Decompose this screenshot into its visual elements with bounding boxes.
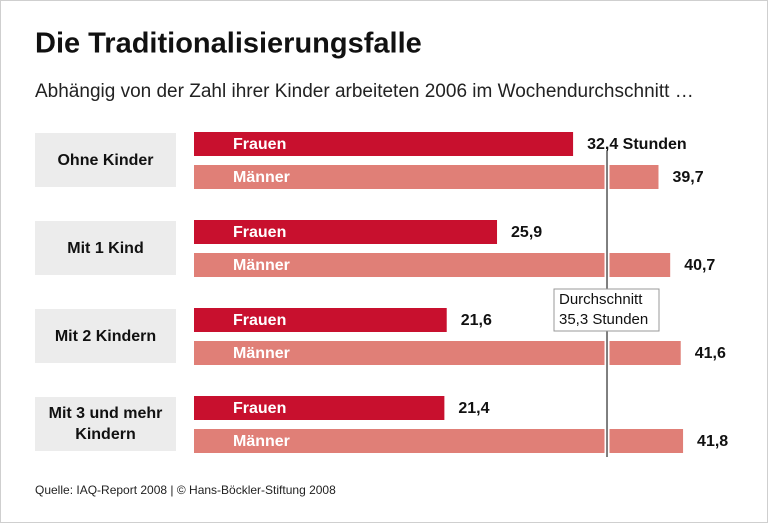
- series-label: Männer: [233, 433, 290, 450]
- value-label: 41,6: [695, 345, 726, 362]
- value-label: 32,4 Stunden: [587, 136, 687, 153]
- series-label: Frauen: [233, 136, 286, 153]
- series-label: Frauen: [233, 400, 286, 417]
- source: Quelle: IAQ-Report 2008 | © Hans-Böckler…: [35, 483, 336, 497]
- series-label: Frauen: [233, 224, 286, 241]
- average-label: Durchschnitt: [559, 291, 643, 308]
- value-label: 40,7: [684, 257, 715, 274]
- value-label: 39,7: [672, 169, 703, 186]
- category-label: Mit 1 Kind: [35, 221, 176, 275]
- value-label: 41,8: [697, 433, 728, 450]
- series-label: Männer: [233, 257, 290, 274]
- bar: [194, 396, 445, 420]
- bar: [194, 429, 684, 453]
- category-label: Mit 3 und mehr Kindern: [35, 397, 176, 451]
- value-label: 21,4: [458, 400, 489, 417]
- series-label: Frauen: [233, 312, 286, 329]
- chart-title: Die Traditionalisierungsfalle: [35, 28, 422, 60]
- series-label: Männer: [233, 169, 290, 186]
- bar: [194, 308, 447, 332]
- chart-subtitle: Abhängig von der Zahl ihrer Kinder arbei…: [35, 81, 694, 102]
- average-box: [553, 288, 660, 332]
- bar: [194, 220, 498, 244]
- bar: [194, 132, 574, 156]
- value-label: 21,6: [461, 312, 492, 329]
- average-label: 35,3 Stunden: [559, 311, 648, 328]
- category-label: Ohne Kinder: [35, 133, 176, 187]
- category-label: Mit 2 Kindern: [35, 309, 176, 363]
- bar: [194, 165, 659, 189]
- series-label: Männer: [233, 345, 290, 362]
- value-label: 25,9: [511, 224, 542, 241]
- bar: [194, 341, 681, 365]
- bar: [194, 253, 671, 277]
